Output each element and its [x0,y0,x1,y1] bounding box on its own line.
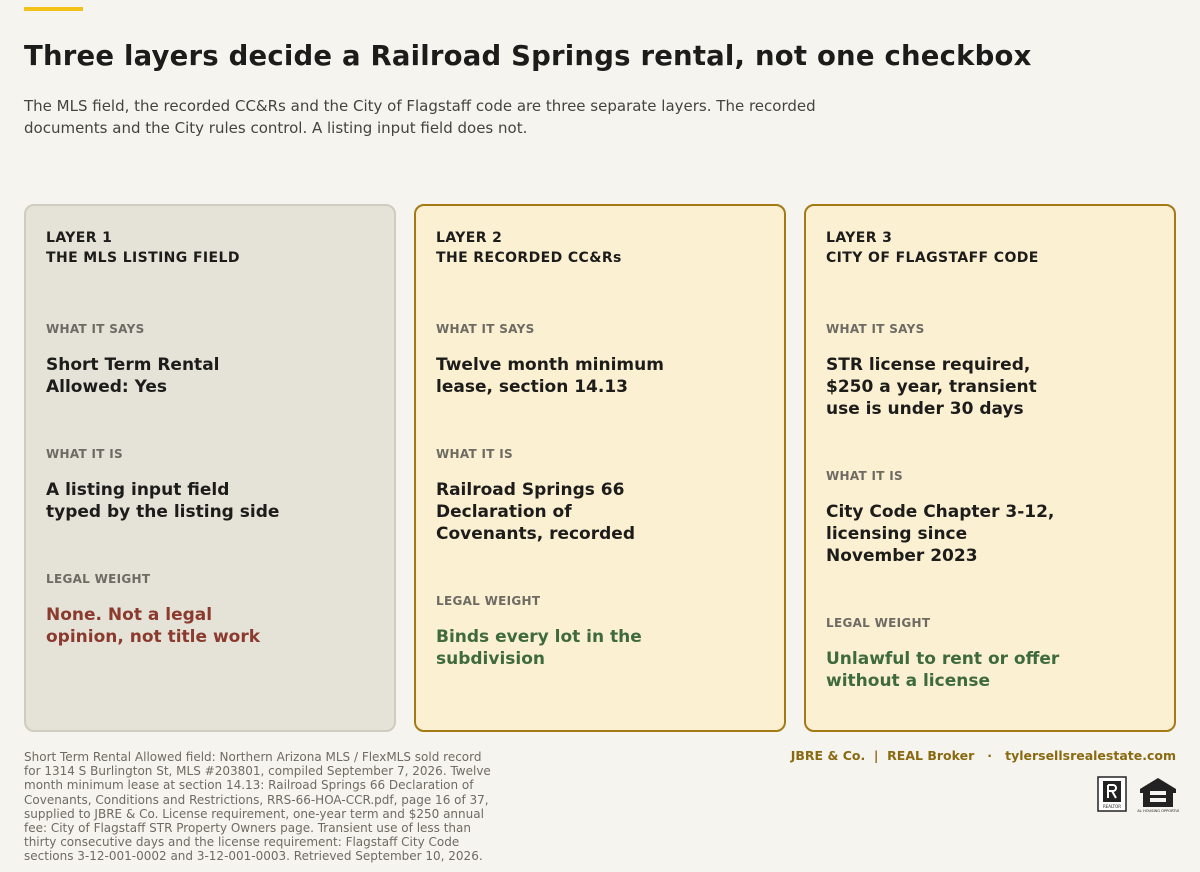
source-note: Short Term Rental Allowed field: Norther… [24,750,491,864]
layer-name: CITY OF FLAGSTAFF CODE [826,250,1039,266]
section-label: LEGAL WEIGHT [826,616,931,630]
layer-card: LAYER 2 THE RECORDED CC&Rs WHAT IT SAYS Twe… [414,204,786,732]
is-text: Railroad Springs 66 Declaration of Coven… [436,480,635,544]
says-text: STR license required, $250 a year, trans… [826,355,1037,419]
layer-card: LAYER 3 CITY OF FLAGSTAFF CODE WHAT IT SAY… [804,204,1176,732]
weight-text: Binds every lot in the subdivision [436,627,642,669]
realtor-logo: REALTOR [1097,776,1127,812]
layer-number: LAYER 1 [46,230,113,246]
brand-line: JBRE & Co. | REAL Broker · tylersellsrea… [790,748,1176,763]
accent-bar [24,7,83,11]
section-label: WHAT IT SAYS [436,322,535,336]
title: Three layers decide a Railroad Springs r… [24,40,1032,72]
weight-text: None. Not a legal opinion, not title wor… [46,605,261,647]
section-label: WHAT IT IS [46,447,123,461]
section-label: WHAT IT IS [826,469,903,483]
equal-housing-logo: EQUAL HOUSING OPPORTUNITY [1137,778,1179,813]
section-label: WHAT IT SAYS [46,322,145,336]
layer-name: THE MLS LISTING FIELD [46,250,240,266]
equal-housing-text: EQUAL HOUSING OPPORTUNITY [1137,809,1179,813]
is-text: City Code Chapter 3-12, licensing since … [826,502,1055,566]
says-text: Short Term Rental Allowed: Yes [46,355,220,397]
subtitle: The MLS field, the recorded CC&Rs and th… [24,97,816,137]
layer-card: LAYER 1 THE MLS LISTING FIELD WHAT IT SAYS… [24,204,396,732]
layer-name: THE RECORDED CC&Rs [436,250,622,266]
realtor-text: REALTOR [1103,804,1121,809]
section-label: LEGAL WEIGHT [436,594,541,608]
is-text: A listing input field typed by the listi… [46,480,280,522]
section-label: WHAT IT IS [436,447,513,461]
weight-text: Unlawful to rent or offer without a lice… [826,649,1060,691]
layer-number: LAYER 3 [826,230,893,246]
says-text: Twelve month minimum lease, section 14.1… [436,355,664,397]
logos: REALTOR EQUAL HOUSING OPPORTUNITY [1097,776,1179,816]
section-label: WHAT IT SAYS [826,322,925,336]
layer-number: LAYER 2 [436,230,503,246]
section-label: LEGAL WEIGHT [46,572,151,586]
cards: LAYER 1 THE MLS LISTING FIELD WHAT IT SAYS… [24,204,1176,732]
